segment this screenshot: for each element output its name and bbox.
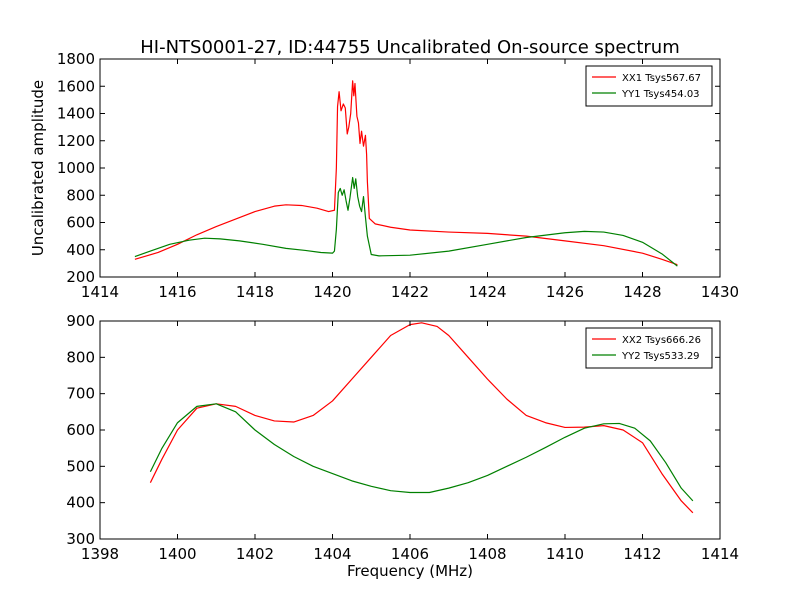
legend: XX1 Tsys567.67 YY1 Tsys454.03 <box>585 65 713 107</box>
legend-entry: XX1 Tsys567.67 <box>622 73 701 84</box>
y-tick-label: 600 <box>66 214 95 232</box>
y-tick-label: 1400 <box>57 105 95 123</box>
x-tick-label: 1430 <box>701 283 739 301</box>
y-tick-label: 400 <box>66 241 95 259</box>
x-axis-label: Frequency (MHz) <box>347 562 473 580</box>
y-tick-label: 300 <box>66 530 95 548</box>
y-axis-label: Uncalibrated amplitude <box>29 80 47 256</box>
series-line <box>149 322 694 514</box>
chart-top: 1414 1416 1418 1420 1422 1424 1426 1428 1430 200 4… <box>57 50 739 301</box>
legend-entry: YY1 Tsys454.03 <box>621 89 700 100</box>
x-tick-label: 1424 <box>468 283 506 301</box>
x-tick-label: 1412 <box>623 545 661 563</box>
y-tick-label: 800 <box>66 186 95 204</box>
x-tick-label: 1418 <box>236 283 274 301</box>
x-tick-label: 1408 <box>468 545 506 563</box>
chart-bottom: 1398 1400 1402 1404 1406 1408 1410 1412 1414 300 4… <box>66 312 739 563</box>
y-tick-label: 1200 <box>57 132 95 150</box>
legend-entry: YY2 Tsys533.29 <box>621 351 700 362</box>
y-tick-label: 900 <box>66 312 95 330</box>
x-tick-label: 1426 <box>546 283 584 301</box>
x-tick-label: 1416 <box>158 283 196 301</box>
y-tick-label: 500 <box>66 457 95 475</box>
y-tick-label: 200 <box>66 268 95 286</box>
x-tick-label: 1402 <box>236 545 274 563</box>
y-tick-label: 600 <box>66 421 95 439</box>
series-line <box>149 403 694 502</box>
x-tick-label: 1404 <box>313 545 351 563</box>
y-tick-label: 1000 <box>57 159 95 177</box>
legend: XX2 Tsys666.26 YY2 Tsys533.29 <box>585 327 713 369</box>
x-tick-label: 1400 <box>158 545 196 563</box>
legend-box <box>585 65 713 107</box>
x-tick-label: 1420 <box>313 283 351 301</box>
y-tick-label: 800 <box>66 348 95 366</box>
y-tick-label: 1800 <box>57 50 95 68</box>
y-tick-label: 700 <box>66 385 95 403</box>
x-tick-label: 1398 <box>81 545 119 563</box>
x-tick-label: 1422 <box>391 283 429 301</box>
x-tick-label: 1410 <box>546 545 584 563</box>
x-tick-label: 1406 <box>391 545 429 563</box>
chart-title: HI-NTS0001-27, ID:44755 Uncalibrated On-… <box>140 37 679 58</box>
y-tick-label: 400 <box>66 494 95 512</box>
x-tick-label: 1414 <box>701 545 739 563</box>
legend-entry: XX2 Tsys666.26 <box>622 335 701 346</box>
y-tick-label: 1600 <box>57 77 95 95</box>
x-tick-label: 1428 <box>623 283 661 301</box>
series-line <box>134 176 678 267</box>
series-line <box>134 80 678 266</box>
legend-box <box>585 327 713 369</box>
x-tick-label: 1414 <box>81 283 119 301</box>
